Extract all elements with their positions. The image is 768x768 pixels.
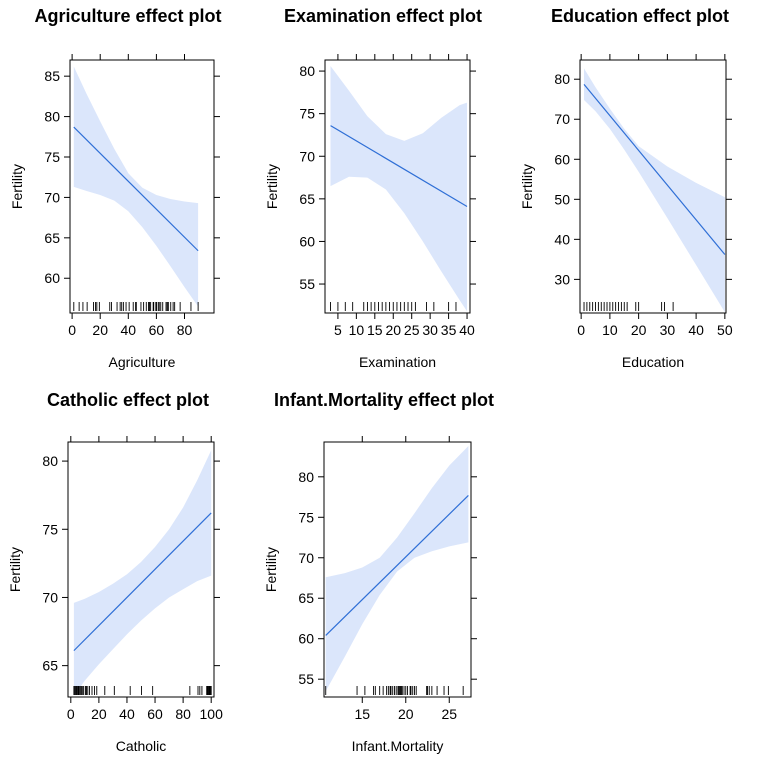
x-tick-label: 60 — [147, 706, 163, 722]
panel-title: Education effect plot — [551, 6, 729, 26]
y-tick-label: 30 — [554, 271, 570, 287]
y-tick-label: 70 — [299, 148, 315, 164]
y-axis-label: Fertility — [7, 547, 23, 592]
x-tick-label: 20 — [631, 322, 647, 338]
x-tick-label: 40 — [688, 322, 704, 338]
y-tick-label: 60 — [299, 233, 315, 249]
x-tick-label: 35 — [441, 322, 457, 338]
plot-frame — [69, 59, 215, 314]
panel-examination: 5 10 15 20 25 30 35 40 55 60 65 70 75 80 Examination e… — [264, 6, 482, 370]
y-tick-label: 65 — [42, 658, 58, 674]
y-tick-label: 75 — [298, 509, 314, 525]
panel-title: Catholic effect plot — [47, 390, 209, 410]
x-axis-label: Examination — [359, 354, 436, 370]
y-axis-label: Fertility — [519, 164, 535, 209]
x-tick-label: 15 — [354, 706, 370, 722]
panel-agriculture: 0 20 40 60 80 60 65 70 75 80 85 Agriculture effect … — [9, 6, 222, 370]
y-tick-label: 55 — [299, 276, 315, 292]
y-tick-label: 80 — [42, 453, 58, 469]
x-tick-label: 80 — [177, 322, 193, 338]
y-tick-label: 70 — [554, 111, 570, 127]
y-tick-label: 80 — [554, 71, 570, 87]
x-tick-label: 40 — [119, 706, 135, 722]
plot-frame — [67, 441, 215, 698]
fit-line — [330, 125, 468, 208]
panel-title: Infant.Mortality effect plot — [274, 390, 494, 410]
plot-frame — [323, 441, 472, 698]
x-tick-label: 25 — [404, 322, 420, 338]
x-axis-label: Agriculture — [109, 354, 176, 370]
y-axis-label: Fertility — [263, 547, 279, 592]
y-tick-label: 75 — [299, 106, 315, 122]
y-tick-label: 70 — [44, 189, 60, 205]
y-tick-label: 80 — [299, 63, 315, 79]
x-tick-label: 0 — [68, 322, 76, 338]
y-tick-label: 75 — [42, 521, 58, 537]
x-axis-label: Catholic — [116, 738, 167, 754]
y-tick-label: 50 — [554, 191, 570, 207]
y-tick-label: 65 — [298, 590, 314, 606]
x-tick-label: 20 — [91, 706, 107, 722]
x-tick-label: 20 — [92, 322, 108, 338]
x-tick-label: 60 — [149, 322, 165, 338]
y-tick-label: 60 — [44, 270, 60, 286]
x-tick-label: 25 — [441, 706, 457, 722]
x-tick-label: 5 — [334, 322, 342, 338]
y-tick-label: 55 — [298, 671, 314, 687]
confidence-band — [584, 68, 725, 313]
confidence-band — [73, 450, 212, 696]
x-axis-label: Infant.Mortality — [352, 738, 444, 754]
y-tick-label: 60 — [554, 151, 570, 167]
panel-title: Agriculture effect plot — [34, 6, 221, 26]
x-tick-label: 0 — [577, 322, 585, 338]
x-tick-label: 20 — [385, 322, 401, 338]
confidence-band — [325, 446, 469, 692]
x-tick-label: 15 — [367, 322, 383, 338]
fit-line — [73, 126, 199, 252]
x-tick-label: 50 — [717, 322, 733, 338]
x-axis-label: Education — [622, 354, 684, 370]
y-tick-label: 80 — [298, 469, 314, 485]
y-tick-label: 80 — [44, 109, 60, 125]
fit-line — [325, 495, 469, 636]
x-tick-label: 10 — [602, 322, 618, 338]
y-tick-label: 85 — [44, 68, 60, 84]
x-tick-label: 30 — [660, 322, 676, 338]
fit-line — [583, 84, 726, 255]
x-tick-label: 40 — [121, 322, 137, 338]
y-tick-label: 65 — [299, 191, 315, 207]
confidence-band — [330, 66, 467, 312]
y-tick-label: 60 — [298, 631, 314, 647]
y-axis-label: Fertility — [9, 164, 25, 209]
y-tick-label: 65 — [44, 230, 60, 246]
y-tick-label: 70 — [42, 589, 58, 605]
plot-frame — [324, 59, 471, 314]
x-tick-label: 10 — [349, 322, 365, 338]
y-axis-label: Fertility — [264, 164, 280, 209]
x-tick-label: 100 — [200, 706, 224, 722]
y-tick-label: 70 — [298, 550, 314, 566]
confidence-band — [73, 66, 199, 307]
panel-title: Examination effect plot — [284, 6, 482, 26]
y-tick-label: 40 — [554, 231, 570, 247]
x-tick-label: 20 — [398, 706, 414, 722]
x-tick-label: 0 — [67, 706, 75, 722]
x-tick-label: 30 — [422, 322, 438, 338]
x-tick-label: 40 — [459, 322, 475, 338]
panel-catholic: 0 20 40 60 80 100 65 70 75 80 Catholic effect plot… — [7, 390, 223, 754]
x-tick-label: 80 — [175, 706, 191, 722]
fit-line — [73, 512, 212, 652]
y-tick-label: 75 — [44, 149, 60, 165]
panel-infant-mortality: 15 20 25 55 60 65 70 75 80 Infant.Mortality effec… — [263, 390, 494, 754]
panel-education: 0 10 20 30 40 50 30 40 50 60 70 80 Education effect … — [519, 6, 733, 370]
plot-frame — [579, 59, 727, 314]
